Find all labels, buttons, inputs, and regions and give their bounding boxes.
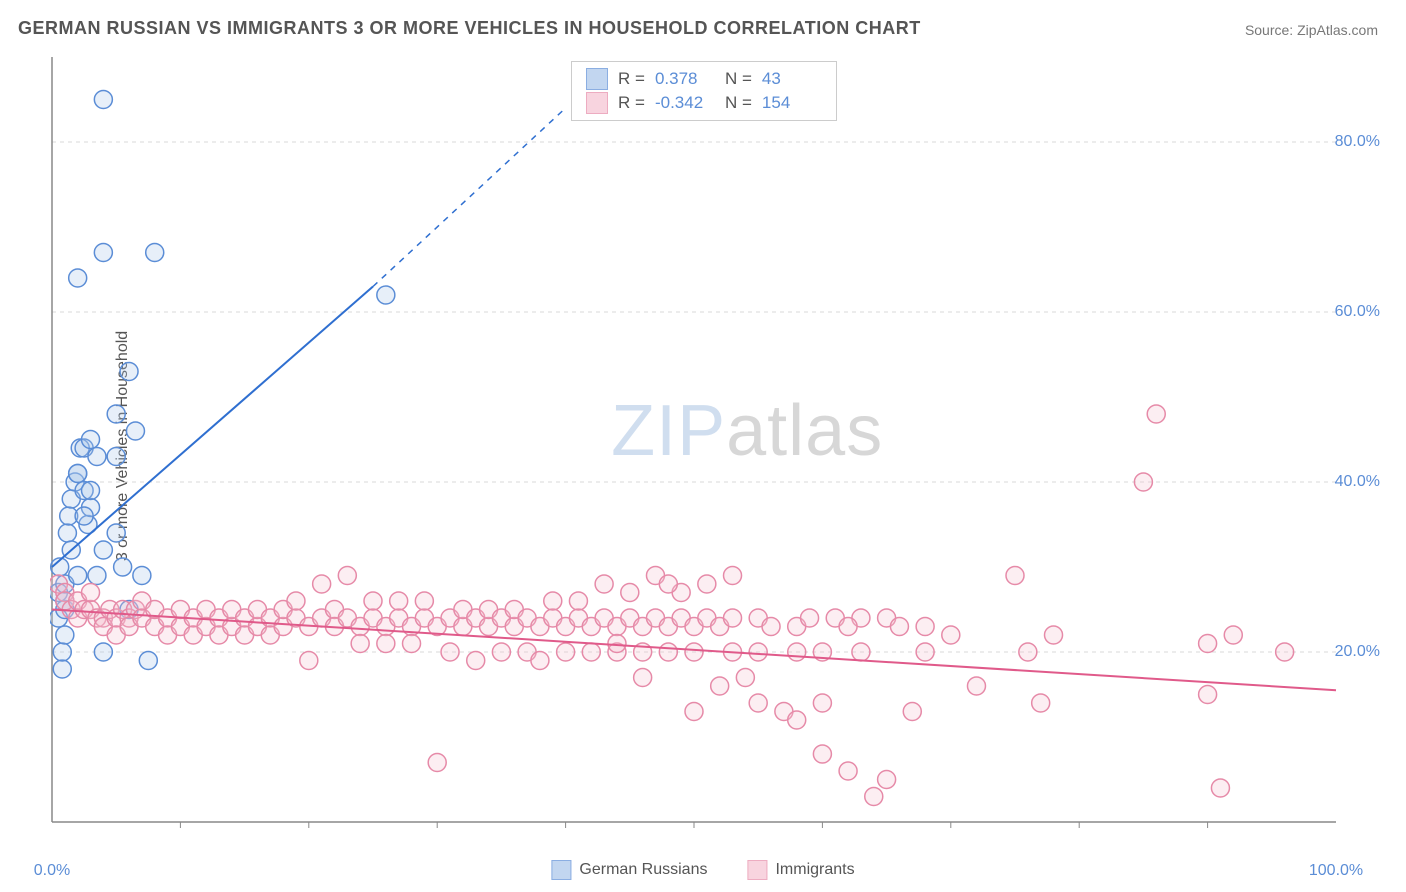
legend-item: German Russians xyxy=(551,860,707,880)
legend-swatch xyxy=(747,860,767,880)
chart-plot-area: R = 0.378 N = 43 R = -0.342 N = 154 ZIPa… xyxy=(50,55,1386,852)
legend-label: Immigrants xyxy=(775,861,854,879)
stats-r-value: 0.378 xyxy=(655,69,715,89)
stats-swatch xyxy=(586,68,608,90)
chart-title: GERMAN RUSSIAN VS IMMIGRANTS 3 OR MORE V… xyxy=(18,18,921,39)
y-tick-label: 80.0% xyxy=(1335,133,1380,151)
y-tick-label: 60.0% xyxy=(1335,303,1380,321)
y-tick-label: 40.0% xyxy=(1335,473,1380,491)
stats-n-value: 43 xyxy=(762,69,822,89)
stats-n-label: N = xyxy=(725,69,752,89)
correlation-stats-box: R = 0.378 N = 43 R = -0.342 N = 154 xyxy=(571,61,837,121)
stats-r-value: -0.342 xyxy=(655,93,715,113)
legend-label: German Russians xyxy=(579,861,707,879)
stats-n-label: N = xyxy=(725,93,752,113)
stats-n-value: 154 xyxy=(762,93,822,113)
stats-r-label: R = xyxy=(618,69,645,89)
x-tick-label: 0.0% xyxy=(34,862,70,880)
legend-item: Immigrants xyxy=(747,860,854,880)
source-attribution: Source: ZipAtlas.com xyxy=(1245,22,1378,38)
stats-swatch xyxy=(586,92,608,114)
legend-swatch xyxy=(551,860,571,880)
stats-r-label: R = xyxy=(618,93,645,113)
scatter-svg xyxy=(50,55,1386,852)
y-tick-label: 20.0% xyxy=(1335,643,1380,661)
x-tick-label: 100.0% xyxy=(1309,862,1363,880)
chart-legend: German Russians Immigrants xyxy=(551,860,854,880)
stats-row: R = -0.342 N = 154 xyxy=(586,92,822,114)
stats-row: R = 0.378 N = 43 xyxy=(586,68,822,90)
